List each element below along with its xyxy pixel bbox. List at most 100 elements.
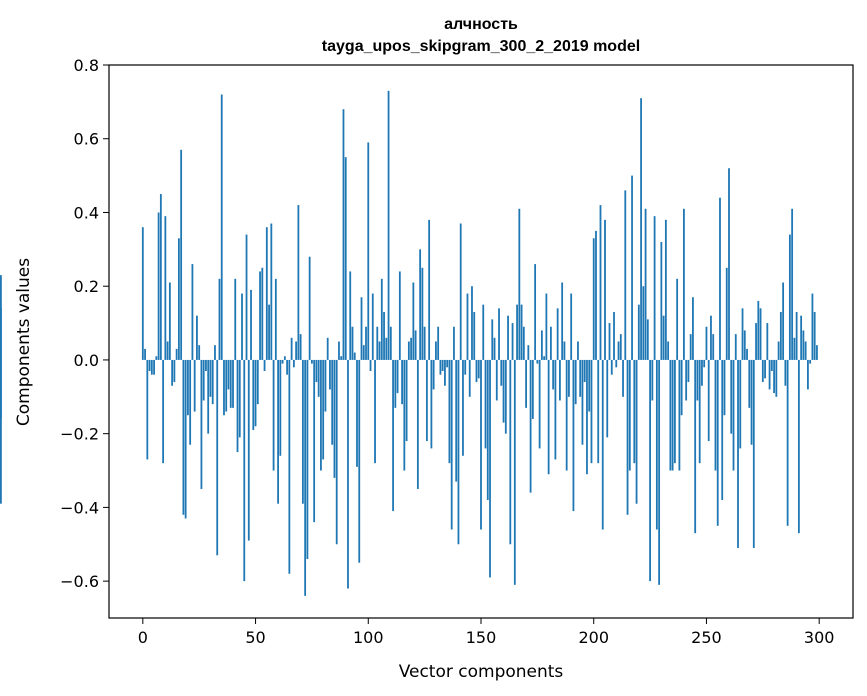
- bar-128: [430, 359, 433, 449]
- bar-123: [419, 249, 422, 360]
- bar-24: [196, 315, 198, 360]
- bar-92: [349, 271, 352, 360]
- bar-47: [247, 359, 250, 541]
- bar-28: [205, 359, 207, 371]
- bar-131: [437, 326, 440, 360]
- bar-87: [338, 341, 340, 360]
- bar-34: [218, 278, 221, 360]
- bar-296: [809, 359, 812, 364]
- bar-213: [622, 359, 624, 397]
- bar-series: [0, 90, 818, 596]
- bar-161: [504, 359, 507, 434]
- bar-185: [559, 359, 561, 401]
- bar-280: [773, 359, 775, 394]
- bar-172: [529, 359, 532, 493]
- bar-163: [509, 359, 512, 545]
- bar-94: [353, 352, 356, 360]
- bar-147: [473, 312, 476, 360]
- bar-285: [784, 359, 787, 386]
- bar-288: [791, 208, 794, 360]
- bar-295: [807, 359, 809, 390]
- bar-187: [563, 341, 566, 360]
- bar-225: [649, 359, 651, 582]
- bar-190: [570, 293, 573, 360]
- bar-203: [599, 205, 602, 360]
- bar-135: [446, 359, 449, 368]
- bar-247: [698, 359, 701, 464]
- y-axis-ticks: −0.6 −0.4 −0.2 0.0 0.2 0.4 0.6 0.8: [60, 56, 109, 591]
- bar-125: [423, 326, 426, 360]
- bar-63: [283, 356, 286, 360]
- bar-242: [687, 359, 690, 383]
- bar-55: [265, 227, 268, 360]
- bar-102: [371, 293, 374, 360]
- bar-195: [581, 359, 584, 445]
- bar-254: [714, 359, 717, 471]
- x-tick-label: 300: [804, 628, 835, 647]
- bar-30: [209, 359, 212, 397]
- x-axis-ticks: 0 50 100 150 200 250 300: [138, 618, 835, 647]
- chart-title: алчность: [444, 16, 518, 33]
- bar-197: [586, 359, 588, 475]
- bar-67: [292, 359, 295, 368]
- bar-178: [543, 356, 546, 360]
- bar-68: [295, 341, 298, 360]
- bar-142: [462, 359, 464, 456]
- bar-2: [146, 359, 149, 460]
- x-tick-label: 50: [245, 628, 265, 647]
- bar-263: [734, 334, 737, 360]
- bar-271: [752, 359, 755, 548]
- bar-294: [804, 341, 807, 360]
- bar-136: [448, 359, 451, 464]
- bar-53: [261, 267, 264, 360]
- bar-74: [308, 256, 311, 360]
- bar-85: [333, 359, 336, 478]
- bar-124: [421, 267, 424, 360]
- bar-287: [788, 234, 791, 360]
- bar-183: [554, 359, 557, 460]
- bar-234: [669, 359, 672, 471]
- y-tick-label: 0.0: [74, 351, 99, 370]
- bar-281: [775, 359, 778, 397]
- bar-105: [378, 341, 381, 360]
- bar-40: [232, 359, 234, 408]
- bar-164: [511, 323, 514, 360]
- bar-138: [453, 326, 455, 360]
- bar-215: [626, 359, 629, 515]
- bar-219: [635, 359, 638, 504]
- bar-279: [770, 359, 773, 371]
- bar-107: [383, 312, 385, 360]
- x-axis-label: Vector components: [399, 662, 564, 682]
- x-tick-label: 0: [138, 628, 148, 647]
- bar-116: [403, 359, 406, 471]
- bar-0: [141, 227, 144, 360]
- bar-31: [211, 359, 214, 405]
- bar-150: [480, 359, 482, 530]
- bar-undefined: [0, 359, 2, 504]
- bar-29: [207, 359, 210, 434]
- bar-204: [601, 359, 604, 530]
- bar-122: [416, 359, 419, 489]
- bar-127: [428, 219, 431, 360]
- bar-156: [493, 337, 496, 360]
- bar-289: [793, 337, 796, 360]
- bar-290: [795, 312, 798, 360]
- bar-129: [432, 359, 435, 390]
- bar-4: [150, 359, 153, 375]
- bar-189: [568, 359, 570, 397]
- bar-51: [256, 359, 259, 405]
- bar-14: [173, 359, 176, 383]
- bar-88: [340, 356, 343, 360]
- bar-237: [676, 278, 679, 360]
- bar-168: [520, 304, 523, 360]
- bar-38: [227, 359, 230, 390]
- bar-52: [259, 271, 261, 360]
- bar-229: [658, 359, 661, 585]
- bar-268: [746, 348, 748, 360]
- bar-235: [671, 359, 674, 471]
- bar-101: [369, 359, 372, 371]
- bar-18: [182, 359, 185, 515]
- bar-192: [574, 359, 577, 405]
- bar-182: [552, 359, 555, 390]
